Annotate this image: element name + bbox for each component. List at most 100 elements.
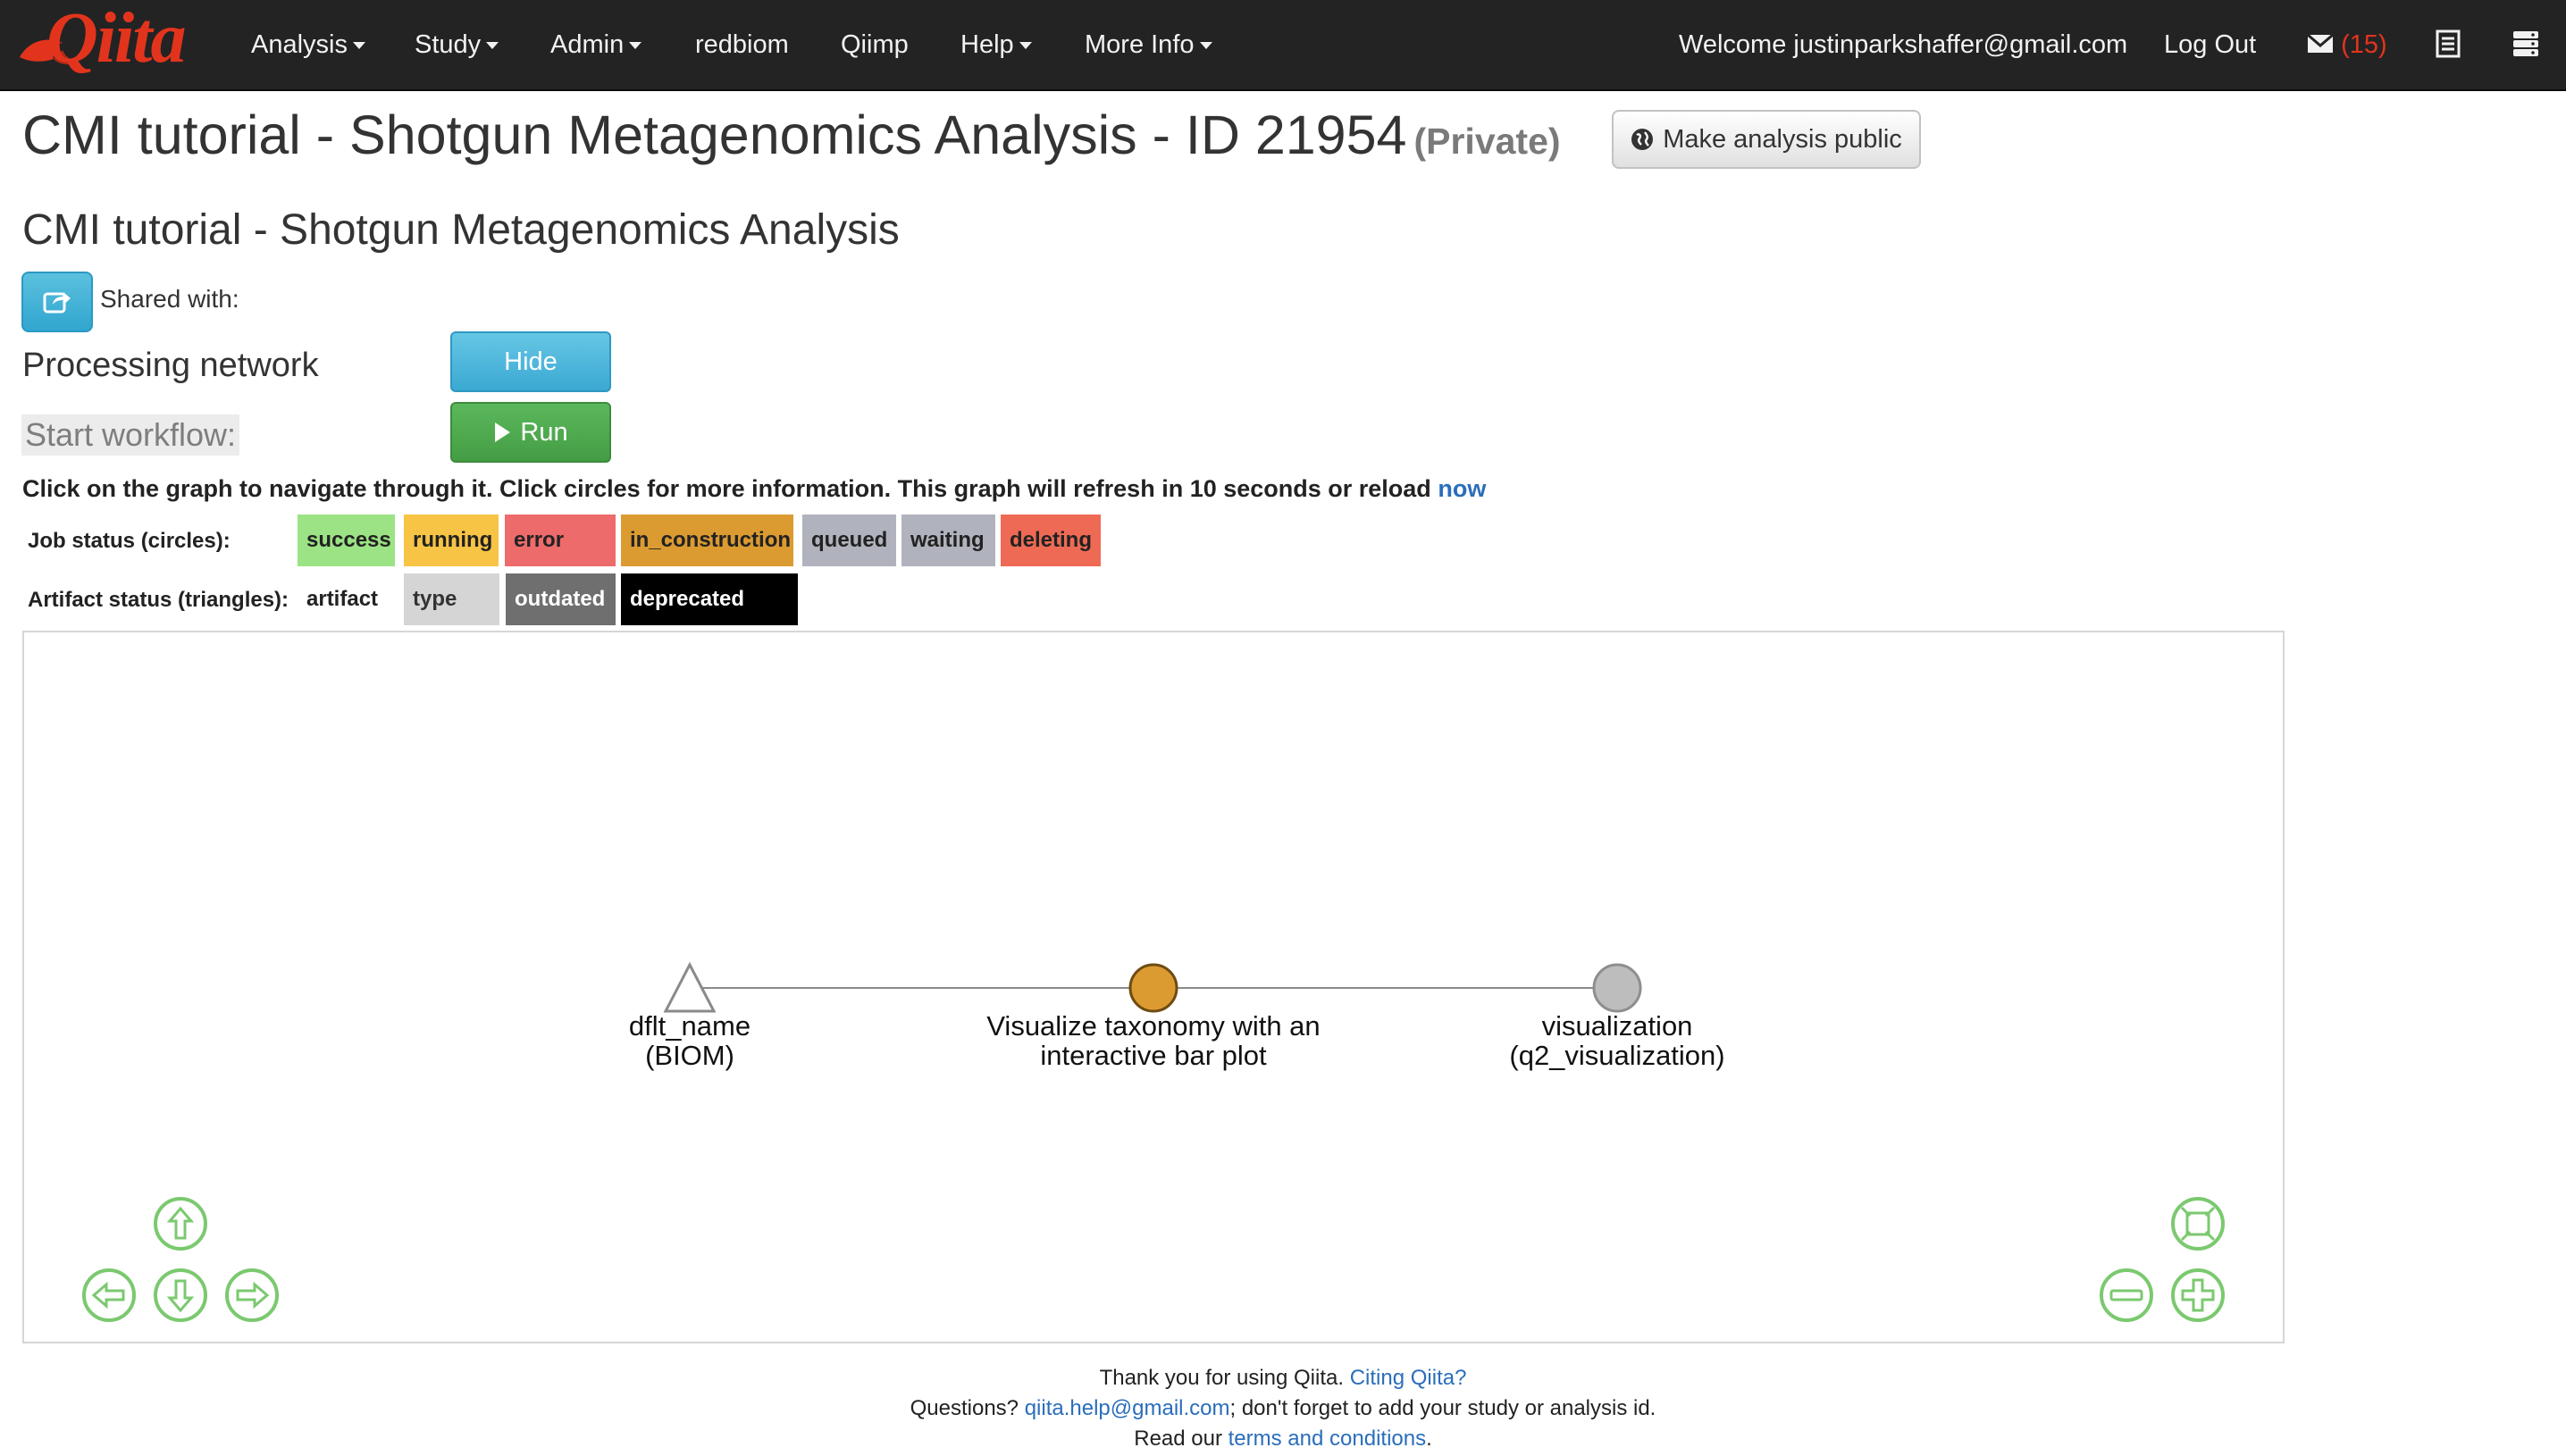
status-chip-deleting: deleting [1001, 515, 1101, 566]
list-icon[interactable] [2436, 29, 2461, 58]
terms-link[interactable]: terms and conditions [1228, 1427, 1427, 1451]
share-icon [43, 292, 71, 314]
artifact-chip-type: type [404, 573, 499, 625]
chevron-down-icon [353, 42, 365, 50]
welcome-user-link[interactable]: Welcome justinparkshaffer@gmail.com [1679, 30, 2128, 59]
pan-right-control[interactable] [225, 1268, 279, 1322]
network-canvas[interactable]: dflt_name (BIOM) Visualize taxonomy with… [24, 632, 2283, 1342]
nav-admin-label: Admin [550, 30, 625, 59]
graph-instructions-text: Click on the graph to navigate through i… [22, 475, 1431, 502]
arrow-right-icon[interactable] [225, 1268, 279, 1322]
arrow-up-glyph [166, 1206, 195, 1240]
output-node-visualization[interactable]: visualization (q2_visualization) [1509, 963, 1725, 1071]
arrow-down-glyph [166, 1279, 195, 1313]
pan-left-control[interactable] [82, 1268, 136, 1322]
status-chip-error: error [505, 515, 616, 566]
job-node-label-line-2: interactive bar plot [1040, 1040, 1267, 1071]
footer-read-our: Read our [1134, 1427, 1222, 1451]
nav-qiimp-link[interactable]: Qiimp [841, 0, 909, 89]
nav-help-label: Help [960, 30, 1014, 59]
fit-view-control[interactable] [2171, 1197, 2225, 1251]
zoom-in-control[interactable] [2171, 1268, 2225, 1322]
zoom-out-control[interactable] [2100, 1268, 2153, 1322]
job-status-legend-label: Job status (circles): [28, 529, 231, 553]
footer-terms: Read our terms and conditions. [0, 1427, 2566, 1452]
artifact-chip-artifact: artifact [298, 573, 396, 625]
envelope-icon [2307, 33, 2334, 53]
navbar: Qiita Analysis Study Admin redbiom Qiimp… [0, 0, 2566, 91]
nav-help-menu[interactable]: Help [960, 0, 1032, 89]
analysis-title: CMI tutorial - Shotgun Metagenomics Anal… [22, 105, 1407, 165]
job-node-label-line-1: Visualize taxonomy with an [986, 1010, 1320, 1042]
logo-text: Qiita [46, 0, 186, 78]
status-chip-queued: queued [802, 515, 896, 566]
nav-more-info-label: More Info [1085, 30, 1195, 59]
reload-now-link[interactable]: now [1438, 475, 1487, 502]
zoom-extends-corners [2180, 1206, 2216, 1242]
pan-down-control[interactable] [154, 1268, 207, 1322]
chevron-down-icon [1199, 42, 1212, 50]
shared-with-label: Shared with: [100, 285, 239, 313]
run-workflow-button[interactable]: Run [450, 402, 611, 463]
pan-up-control[interactable] [154, 1197, 207, 1251]
nav-study-menu[interactable]: Study [415, 0, 499, 89]
help-email-link[interactable]: qiita.help@gmail.com [1024, 1396, 1230, 1420]
output-node-label-line-2: (q2_visualization) [1509, 1040, 1724, 1071]
start-workflow-label: Start workflow: [21, 414, 240, 456]
footer-thanks-text: Thank you for using Qiita. [1099, 1366, 1345, 1390]
artifact-chip-deprecated: deprecated [621, 573, 798, 625]
page-title: CMI tutorial - Shotgun Metagenomics Anal… [22, 104, 1561, 166]
chevron-down-icon [629, 42, 642, 50]
job-node-visualize-taxonomy[interactable]: Visualize taxonomy with an interactive b… [986, 963, 1321, 1071]
arrow-left-icon[interactable] [82, 1268, 136, 1322]
processing-network-graph[interactable]: dflt_name (BIOM) Visualize taxonomy with… [22, 631, 2285, 1343]
zoom-out-icon[interactable] [2100, 1268, 2153, 1322]
globe-icon [1631, 129, 1654, 150]
nav-redbiom-link[interactable]: redbiom [695, 0, 789, 89]
artifact-status-legend-label: Artifact status (triangles): [28, 588, 289, 612]
artifact-chip-outdated: outdated [506, 573, 616, 625]
footer-questions-rest: ; don't forget to add your study or anal… [1229, 1396, 1656, 1420]
zoom-in-icon[interactable] [2171, 1268, 2225, 1322]
artifact-node-label-line-2: (BIOM) [645, 1040, 734, 1071]
status-chip-running: running [404, 515, 499, 566]
citing-qiita-link[interactable]: Citing Qiita? [1349, 1366, 1467, 1390]
footer-period: . [1426, 1427, 1432, 1451]
analysis-name: CMI tutorial - Shotgun Metagenomics Anal… [22, 206, 900, 254]
arrow-up-icon[interactable] [154, 1197, 207, 1251]
plus-glyph [2181, 1278, 2215, 1312]
output-circle-icon[interactable] [1592, 963, 1642, 1013]
artifact-node-label-line-1: dflt_name [629, 1010, 751, 1042]
output-node-label-line-1: visualization [1542, 1010, 1693, 1042]
play-icon [495, 423, 511, 442]
make-analysis-public-button[interactable]: Make analysis public [1612, 110, 1921, 169]
nav-analysis-label: Analysis [251, 30, 348, 59]
run-workflow-label: Run [520, 417, 568, 447]
chevron-down-icon [486, 42, 499, 50]
nav-study-label: Study [415, 30, 482, 59]
graph-instructions: Click on the graph to navigate through i… [22, 475, 1486, 503]
nav-admin-menu[interactable]: Admin [550, 0, 642, 89]
nav-more-info-menu[interactable]: More Info [1085, 0, 1212, 89]
minus-glyph [2109, 1289, 2143, 1301]
chevron-down-icon [1019, 42, 1032, 50]
job-circle-icon[interactable] [1128, 963, 1178, 1013]
arrow-down-icon[interactable] [154, 1268, 207, 1322]
share-analysis-button[interactable] [21, 272, 93, 332]
messages-link[interactable]: (15) [2307, 0, 2387, 89]
artifact-node-dflt-name[interactable]: dflt_name (BIOM) [629, 961, 751, 1071]
hide-network-button[interactable]: Hide [450, 331, 611, 392]
make-analysis-public-label: Make analysis public [1663, 124, 1902, 154]
nav-redbiom-label: redbiom [695, 30, 789, 59]
server-icon[interactable] [2512, 29, 2539, 58]
logout-link[interactable]: Log Out [2164, 30, 2257, 59]
nav-analysis-menu[interactable]: Analysis [251, 0, 365, 89]
status-chip-waiting: waiting [901, 515, 995, 566]
footer-thanks: Thank you for using Qiita. Citing Qiita? [0, 1366, 2566, 1391]
zoom-extends-icon[interactable] [2171, 1197, 2225, 1251]
artifact-triangle-icon[interactable] [663, 961, 717, 1013]
privacy-status: (Private) [1413, 121, 1561, 162]
status-chip-in-construction: in_construction [621, 515, 793, 566]
zoom-extends-glyph [2185, 1211, 2210, 1236]
qiita-logo[interactable]: Qiita [16, 0, 204, 86]
